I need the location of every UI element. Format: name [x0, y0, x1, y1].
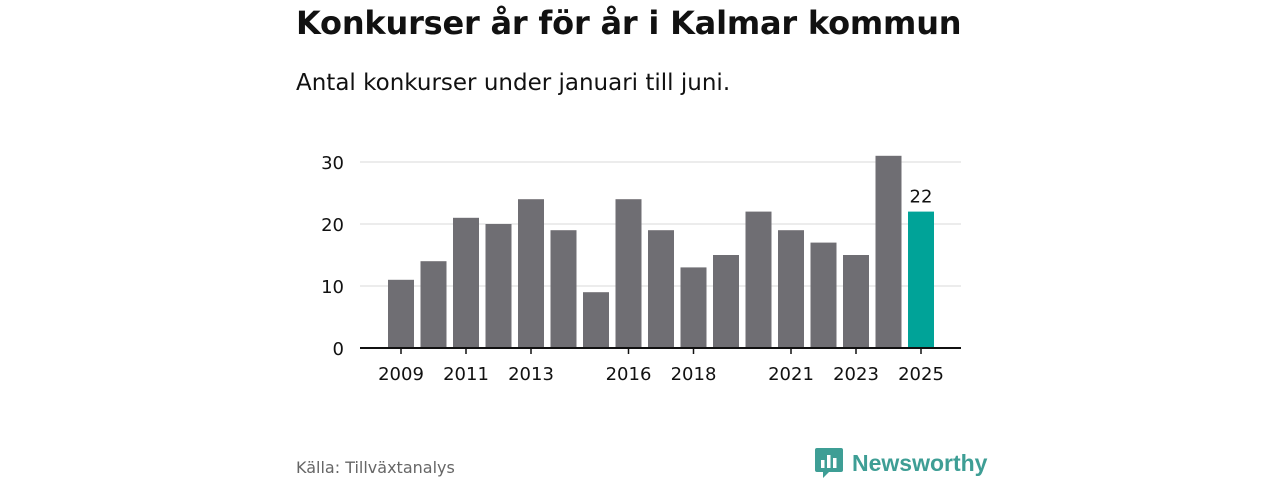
bar-2021	[778, 230, 804, 348]
bar-2010	[420, 261, 447, 348]
x-tick-label: 2023	[833, 364, 879, 385]
chart-title: Konkurser år för år i Kalmar kommun	[296, 4, 962, 42]
bar-2016	[615, 199, 642, 348]
bar-2015	[583, 292, 609, 348]
x-axis: 2009 2011 2013 2016 2018 2021 2023 2025	[360, 347, 961, 385]
x-tick-label: 2021	[768, 364, 814, 385]
bar-2019	[713, 255, 739, 348]
y-tick-label: 0	[333, 339, 344, 360]
source-note: Källa: Tillväxtanalys	[296, 458, 455, 477]
bars	[388, 155, 934, 348]
bar-2025	[908, 211, 934, 348]
x-tick-label: 2011	[443, 364, 489, 385]
data-labels: 22	[910, 187, 933, 208]
bar-2014	[550, 230, 577, 348]
bar-2013	[518, 199, 544, 348]
y-axis: 0 10 20 30	[321, 153, 344, 360]
bar-2024	[875, 155, 902, 348]
x-tick-label: 2009	[378, 364, 424, 385]
y-tick-label: 30	[321, 153, 344, 174]
brand: Newsworthy	[814, 446, 987, 480]
x-tick-label: 2018	[671, 364, 717, 385]
bar-2020	[745, 211, 772, 348]
bar-2022	[810, 242, 837, 348]
newsworthy-logo-icon	[815, 448, 843, 478]
chart-subtitle: Antal konkurser under januari till juni.	[296, 70, 731, 96]
brand-name: Newsworthy	[852, 449, 988, 476]
y-tick-label: 10	[321, 277, 344, 298]
y-tick-label: 20	[321, 215, 344, 236]
bar-2012	[485, 224, 512, 348]
x-tick-label: 2013	[508, 364, 554, 385]
x-tick-label: 2016	[606, 364, 652, 385]
bar-2017	[648, 230, 674, 348]
bar-2011	[453, 217, 479, 348]
x-tick-label: 2025	[898, 364, 944, 385]
bar-2018	[680, 267, 707, 348]
bar-2023	[843, 255, 869, 348]
bar-2009	[388, 279, 414, 348]
data-label-2025: 22	[910, 187, 933, 208]
